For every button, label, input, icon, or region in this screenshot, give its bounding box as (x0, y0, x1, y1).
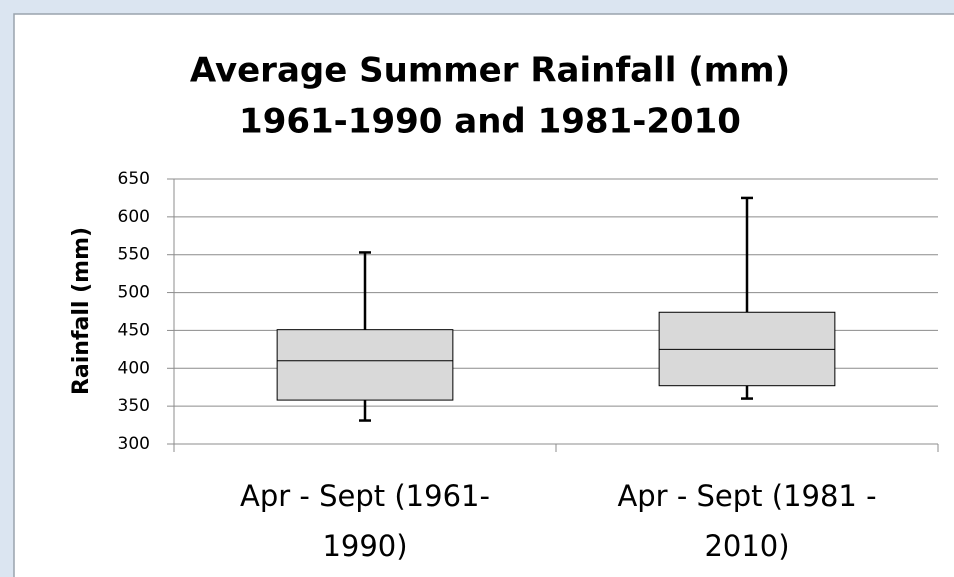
x-tick-label: Apr - Sept (1961- (240, 479, 490, 513)
x-tick-label: 1990) (322, 529, 407, 563)
y-tick-label: 450 (118, 320, 150, 340)
y-tick-label: 650 (118, 169, 150, 189)
chart-panel (13, 13, 954, 577)
chart-title: Average Summer Rainfall (mm) (190, 51, 790, 91)
y-tick-label: 500 (118, 283, 150, 303)
y-tick-label: 550 (118, 245, 150, 265)
x-tick-label: Apr - Sept (1981 - (617, 479, 876, 513)
box (276, 329, 454, 401)
y-tick-label: 300 (118, 434, 150, 454)
y-tick-label: 400 (118, 358, 150, 378)
y-axis-label: Rainfall (mm) (69, 227, 94, 395)
x-tick-label: 2010) (704, 529, 789, 563)
y-tick-label: 600 (118, 207, 150, 227)
chart-title: 1961-1990 and 1981-2010 (239, 102, 741, 142)
y-tick-label: 350 (118, 396, 150, 416)
